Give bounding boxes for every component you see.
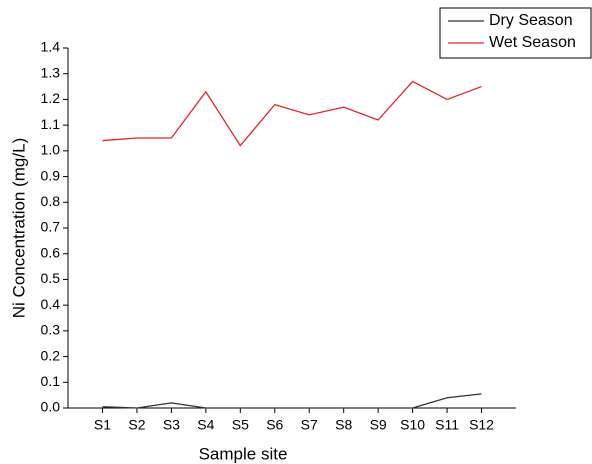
y-tick-label: 0.2 <box>41 347 61 363</box>
x-tick-label: S6 <box>266 417 283 433</box>
x-tick-label: S1 <box>94 417 111 433</box>
x-tick-label: S4 <box>197 417 214 433</box>
legend-box <box>439 7 592 59</box>
series-line <box>102 80 482 147</box>
x-tick-label: S12 <box>469 417 494 433</box>
legend-label: Wet Season <box>489 34 576 51</box>
y-tick-label: 1.4 <box>41 39 61 55</box>
x-tick-label: S8 <box>335 417 352 433</box>
x-tick-label: S3 <box>163 417 180 433</box>
y-axis-title: Ni Concentration (mg/L) <box>9 138 28 318</box>
y-tick-label: 0.1 <box>41 373 61 389</box>
x-tick-label: S2 <box>128 417 145 433</box>
x-tick-label: S5 <box>232 417 249 433</box>
y-tick-label: 0.7 <box>41 219 61 235</box>
y-tick-label: 1.1 <box>41 116 61 132</box>
y-tick-label: 0.8 <box>41 193 61 209</box>
y-tick-label: 0.6 <box>41 244 61 260</box>
y-tick-label: 1.3 <box>41 64 61 80</box>
y-tick-label: 0.4 <box>41 296 61 312</box>
x-tick-label: S9 <box>370 417 387 433</box>
y-tick-label: 0.3 <box>41 322 61 338</box>
y-tick-label: 0.9 <box>41 167 61 183</box>
x-axis-title: Sample site <box>199 444 288 463</box>
y-tick-label: 0.0 <box>41 399 61 415</box>
x-tick-label: S7 <box>301 417 318 433</box>
x-tick-label: S11 <box>435 417 459 433</box>
y-tick-label: 1.2 <box>41 90 61 106</box>
x-tick-label: S10 <box>400 417 425 433</box>
legend-label: Dry Season <box>489 12 573 29</box>
y-tick-label: 0.5 <box>41 270 61 286</box>
series-line <box>102 393 482 409</box>
y-tick-label: 1.0 <box>41 142 61 158</box>
